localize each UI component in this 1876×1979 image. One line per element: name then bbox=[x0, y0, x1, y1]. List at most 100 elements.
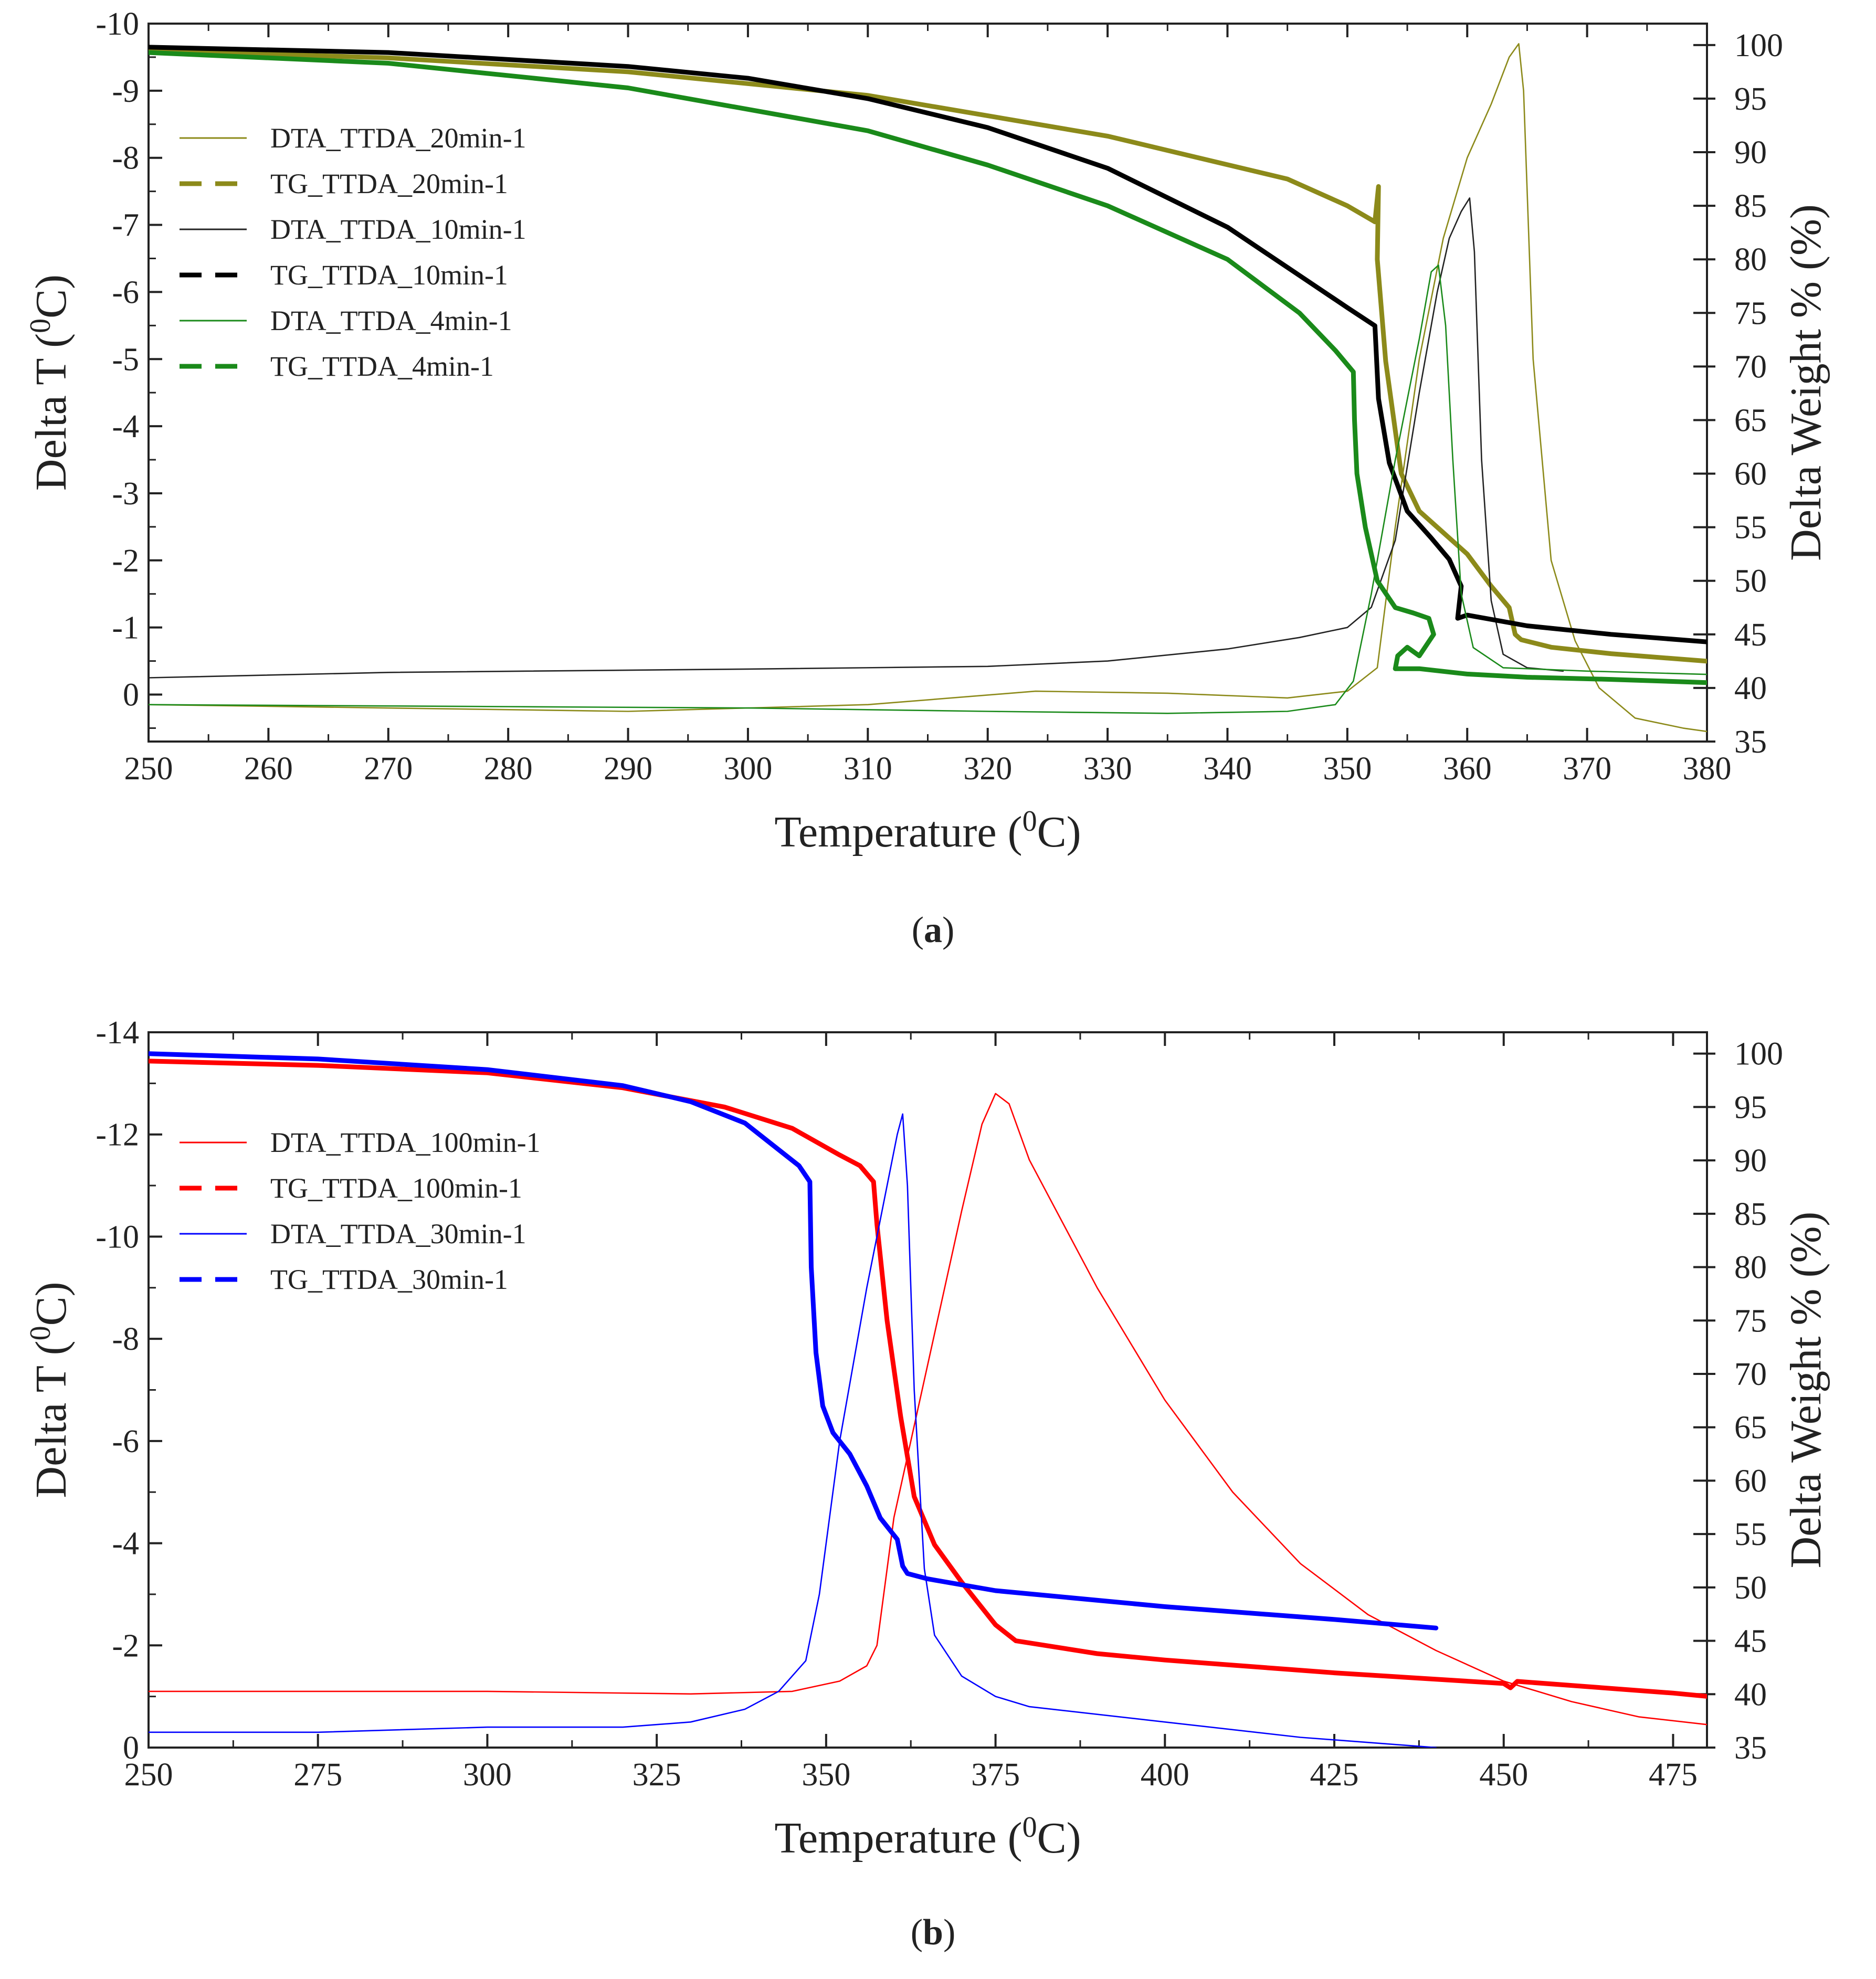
y-left-tick-label: -8 bbox=[112, 1321, 139, 1357]
x-tick-label: 425 bbox=[1310, 1757, 1359, 1793]
panel-b: 250 275 300 325 350 375 400 425 450 475-14-12-10-… bbox=[24, 1015, 1830, 1953]
y-right-tick-label: 100 bbox=[1734, 1036, 1783, 1072]
panel-b-series-group bbox=[149, 1051, 1707, 1748]
x-tick-label: 475 bbox=[1649, 1757, 1698, 1793]
panel-label-open: ( bbox=[911, 1912, 923, 1953]
panel-a-series-group bbox=[149, 43, 1707, 733]
series-line-tg-ttda-10min-1 bbox=[149, 45, 1707, 644]
y-right-tick-label: 85 bbox=[1734, 1197, 1767, 1232]
y-left-tick-label: -2 bbox=[112, 543, 139, 579]
series-line-dta-ttda-10min-1 bbox=[149, 197, 1564, 679]
y-left-axis-title-base: Delta T ( bbox=[27, 333, 76, 491]
x-axis-title-superscript: 0 bbox=[1023, 1811, 1037, 1844]
y-left-tick-label: 0 bbox=[123, 1730, 139, 1766]
series-line-tg-ttda-4min-1 bbox=[149, 50, 1707, 685]
y-right-tick-label: 70 bbox=[1734, 349, 1767, 385]
x-tick-label: 360 bbox=[1443, 751, 1492, 787]
y-left-axis-title-tail: C) bbox=[27, 1282, 76, 1326]
y-right-tick-label: 40 bbox=[1734, 671, 1767, 706]
y-right-tick-label: 70 bbox=[1734, 1357, 1767, 1392]
y-left-tick-label: -4 bbox=[112, 1526, 139, 1562]
series-line-tg-ttda-30min-1 bbox=[149, 1051, 1439, 1631]
y-left-tick-label: -8 bbox=[112, 141, 139, 176]
x-tick-label: 340 bbox=[1203, 751, 1252, 787]
series-line-dta-ttda-4min-1 bbox=[149, 264, 1707, 714]
y-left-tick-label: -14 bbox=[96, 1015, 139, 1051]
y-left-tick-label: -6 bbox=[112, 1424, 139, 1459]
y-right-tick-label: 90 bbox=[1734, 1143, 1767, 1179]
y-right-tick-label: 80 bbox=[1734, 1250, 1767, 1286]
legend-label: TG_TTDA_4min-1 bbox=[270, 351, 494, 382]
x-tick-label: 380 bbox=[1683, 751, 1732, 787]
x-tick-label: 400 bbox=[1141, 1757, 1189, 1793]
x-axis-title-base: Temperature ( bbox=[774, 808, 1022, 856]
y-left-tick-label: -12 bbox=[96, 1117, 139, 1153]
x-axis-title-superscript: 0 bbox=[1023, 805, 1037, 838]
x-tick-label: 310 bbox=[844, 751, 892, 787]
x-tick-label: 260 bbox=[244, 751, 293, 787]
y-left-tick-label: 0 bbox=[123, 678, 139, 713]
y-right-tick-label: 90 bbox=[1734, 135, 1767, 171]
y-left-axis-title: Delta T (0C) bbox=[24, 274, 76, 491]
y-right-axis-title: Delta Weight % (%) bbox=[1782, 1212, 1830, 1569]
x-tick-label: 320 bbox=[963, 751, 1012, 787]
y-right-tick-label: 55 bbox=[1734, 1517, 1767, 1552]
legend-label: TG_TTDA_100min-1 bbox=[270, 1172, 522, 1204]
y-right-tick-label: 65 bbox=[1734, 403, 1767, 438]
y-left-tick-label: -4 bbox=[112, 409, 139, 445]
x-tick-label: 350 bbox=[1323, 751, 1372, 787]
y-right-tick-label: 60 bbox=[1734, 457, 1767, 492]
y-right-tick-label: 40 bbox=[1734, 1677, 1767, 1712]
y-right-tick-label: 50 bbox=[1734, 564, 1767, 599]
y-left-tick-label: -6 bbox=[112, 274, 139, 310]
y-left-axis-title-tail: C) bbox=[27, 274, 76, 319]
y-left-tick-label: -10 bbox=[96, 6, 139, 42]
x-tick-label: 370 bbox=[1563, 751, 1611, 787]
y-right-tick-label: 35 bbox=[1734, 724, 1767, 760]
series-line-dta-ttda-30min-1 bbox=[149, 1113, 1437, 1748]
panel-a: 250 260 270 280 290 300 310 320 330 340 350 360 370 3… bbox=[24, 6, 1830, 950]
y-right-tick-label: 65 bbox=[1734, 1410, 1767, 1446]
y-right-tick-label: 45 bbox=[1734, 617, 1767, 653]
x-axis-title-tail: C) bbox=[1037, 1814, 1081, 1862]
y-right-tick-label: 85 bbox=[1734, 188, 1767, 224]
x-tick-label: 300 bbox=[723, 751, 772, 787]
y-right-tick-label: 95 bbox=[1734, 81, 1767, 117]
x-tick-label: 275 bbox=[293, 1757, 342, 1793]
y-right-tick-label: 55 bbox=[1734, 510, 1767, 546]
y-right-tick-label: 80 bbox=[1734, 242, 1767, 278]
legend-label: DTA_TTDA_100min-1 bbox=[270, 1127, 541, 1158]
series-line-dta-ttda-100min-1 bbox=[149, 1093, 1707, 1726]
y-right-tick-label: 75 bbox=[1734, 295, 1767, 331]
x-tick-label: 290 bbox=[604, 751, 652, 787]
x-tick-label: 450 bbox=[1479, 1757, 1528, 1793]
y-left-axis-title-superscript: 0 bbox=[24, 319, 57, 333]
legend-label: DTA_TTDA_10min-1 bbox=[270, 214, 526, 245]
y-left-tick-label: -7 bbox=[112, 208, 139, 244]
y-right-axis-title: Delta Weight % (%) bbox=[1782, 204, 1830, 561]
x-axis-title-base: Temperature ( bbox=[774, 1814, 1022, 1862]
y-right-tick-label: 35 bbox=[1734, 1730, 1767, 1766]
legend-label: DTA_TTDA_4min-1 bbox=[270, 305, 512, 336]
x-tick-label: 280 bbox=[484, 751, 533, 787]
legend-label: TG_TTDA_30min-1 bbox=[270, 1264, 508, 1295]
x-tick-label: 330 bbox=[1083, 751, 1132, 787]
y-left-tick-label: -3 bbox=[112, 476, 139, 512]
panel-label-letter: b bbox=[923, 1912, 943, 1953]
x-tick-label: 250 bbox=[124, 1757, 173, 1793]
y-right-tick-label: 75 bbox=[1734, 1303, 1767, 1339]
x-tick-label: 350 bbox=[802, 1757, 850, 1793]
y-right-tick-label: 100 bbox=[1734, 28, 1783, 64]
legend-label: DTA_TTDA_30min-1 bbox=[270, 1218, 526, 1250]
panel-label-open: ( bbox=[912, 910, 924, 950]
x-tick-label: 325 bbox=[633, 1757, 681, 1793]
panel-label: (a) bbox=[912, 910, 955, 950]
y-left-axis-title-superscript: 0 bbox=[24, 1326, 57, 1340]
y-right-tick-label: 95 bbox=[1734, 1089, 1767, 1125]
x-axis-title: Temperature (0C) bbox=[774, 805, 1081, 856]
panel-label-close: ) bbox=[942, 910, 954, 950]
panel-label: (b) bbox=[911, 1912, 956, 1953]
x-axis-title-tail: C) bbox=[1037, 808, 1081, 856]
x-tick-label: 375 bbox=[971, 1757, 1020, 1793]
